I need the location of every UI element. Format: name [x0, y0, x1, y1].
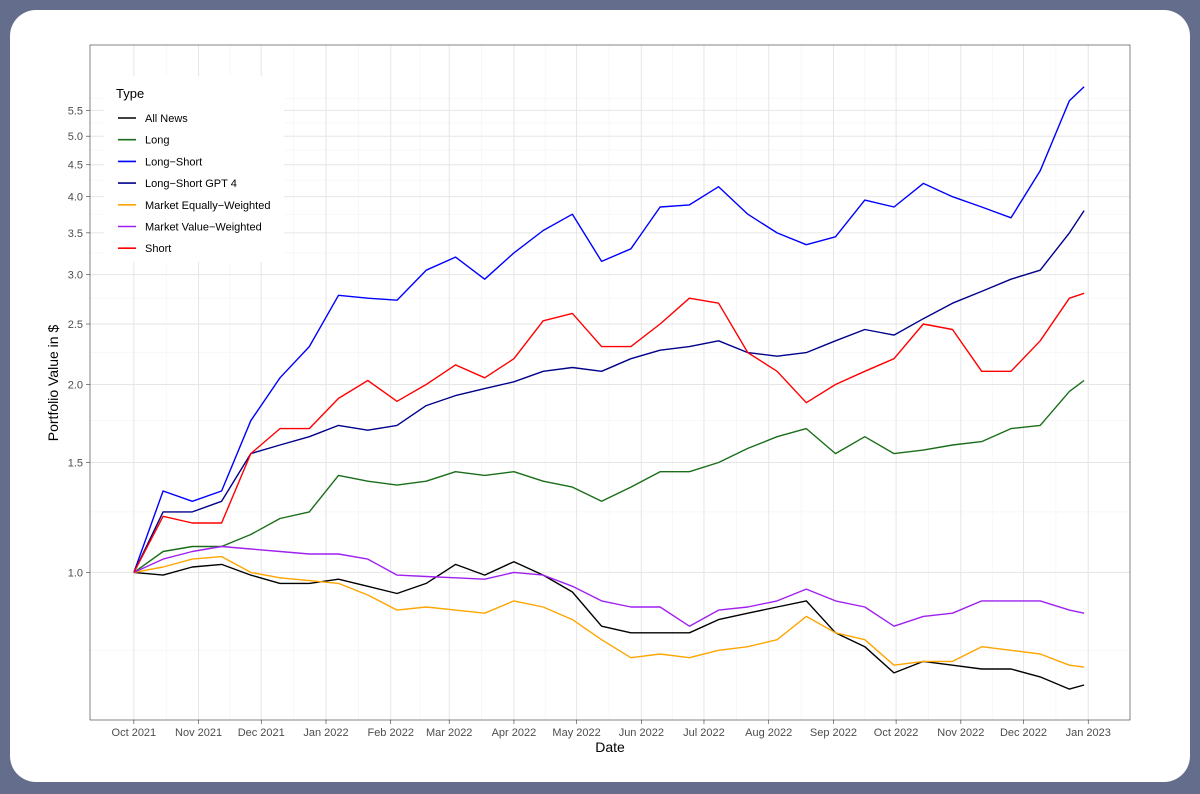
- legend-item-label: Market Equally−Weighted: [145, 200, 270, 212]
- plot-panel-border: [89, 44, 1131, 721]
- x-tick-label: Jan 2022: [303, 727, 348, 739]
- x-tick-label: Nov 2022: [937, 727, 984, 739]
- series-line-market-equally-weighted: [133, 555, 1085, 668]
- series-line-long-short-gpt-4: [133, 210, 1085, 573]
- x-tick-label: Mar 2022: [426, 727, 472, 739]
- series-line-market-value-weighted: [133, 545, 1085, 627]
- y-tick-label: 1.0: [68, 567, 83, 579]
- x-tick-label: Jul 2022: [683, 727, 725, 739]
- x-tick-label: Sep 2022: [810, 727, 857, 739]
- x-axis-label: Date: [595, 739, 625, 755]
- legend-item-label: Long: [145, 135, 169, 147]
- y-tick-label: 4.5: [68, 160, 83, 172]
- x-tick-label: Aug 2022: [745, 727, 792, 739]
- y-tick-label: 5.5: [68, 105, 83, 117]
- y-tick-label: 3.0: [68, 270, 83, 282]
- x-tick-label: Nov 2021: [175, 727, 222, 739]
- legend-box: [104, 76, 284, 262]
- x-tick-label: Oct 2021: [112, 727, 157, 739]
- legend-title: Type: [116, 86, 144, 101]
- x-tick-label: Jan 2023: [1066, 727, 1111, 739]
- x-tick-label: Oct 2022: [874, 727, 919, 739]
- legend: Type All News Long Long−Short Long−Short GP…: [104, 76, 284, 262]
- x-tick-label: Feb 2022: [367, 727, 413, 739]
- legend-item-label: Short: [145, 243, 171, 255]
- y-tick-label: 1.5: [68, 457, 83, 469]
- x-tick-label: Apr 2022: [492, 727, 537, 739]
- y-tick-label: 2.0: [68, 380, 83, 392]
- series-line-long-short: [133, 86, 1085, 573]
- legend-item-label: Market Value−Weighted: [145, 222, 262, 234]
- y-tick-label: 3.5: [68, 228, 83, 240]
- y-tick-label: 5.0: [68, 131, 83, 143]
- x-axis: Oct 2021 Nov 2021 Dec 2021 Jan 2022 Feb 2022…: [112, 720, 1111, 739]
- y-axis: 1.0 1.5 2.0 2.5 3.0 3.5 4.0 4.5 5.0 5.5: [68, 105, 90, 579]
- series-line-all-news: [133, 561, 1085, 690]
- x-tick-label: Dec 2022: [1000, 727, 1047, 739]
- x-tick-label: May 2022: [552, 727, 600, 739]
- y-tick-label: 4.0: [68, 192, 83, 204]
- x-tick-label: Jun 2022: [619, 727, 664, 739]
- x-tick-label: Dec 2021: [238, 727, 285, 739]
- legend-item-label: Long−Short: [145, 156, 202, 168]
- series-line-short: [133, 292, 1085, 573]
- y-tick-label: 2.5: [68, 319, 83, 331]
- y-axis-label: Portfolio Value in $: [45, 325, 61, 442]
- series-line-long: [133, 379, 1085, 573]
- legend-item-label: Long−Short GPT 4: [145, 178, 237, 190]
- series-lines: [133, 86, 1085, 690]
- legend-item-label: All News: [145, 113, 188, 125]
